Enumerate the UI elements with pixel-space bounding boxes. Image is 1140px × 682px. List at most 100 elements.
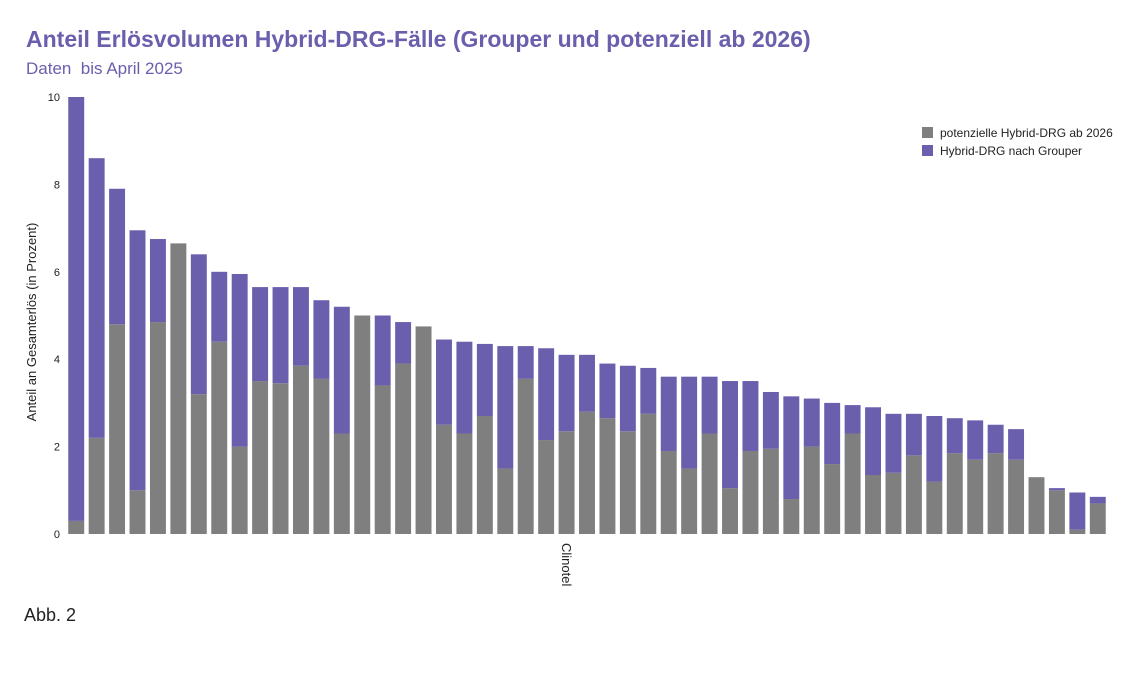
bar-segment-potenzielle bbox=[190, 394, 207, 534]
bar-segment-grouper bbox=[701, 376, 718, 434]
bar-segment-potenzielle bbox=[129, 490, 146, 534]
y-axis: 0 2 4 6 8 10 bbox=[48, 92, 60, 541]
bar-segment-potenzielle bbox=[824, 464, 841, 534]
legend: potenzielle Hybrid-DRG ab 2026 Hybrid-DR… bbox=[922, 126, 1113, 158]
bar-segment-potenzielle bbox=[803, 446, 820, 534]
bar-segment-grouper bbox=[1089, 496, 1106, 504]
bar-segment-grouper bbox=[905, 413, 922, 456]
y-tick-label: 6 bbox=[54, 267, 60, 279]
bar-segment-grouper bbox=[272, 287, 289, 384]
bar-segment-potenzielle bbox=[211, 341, 228, 534]
bar-segment-grouper bbox=[681, 376, 698, 469]
bar-segment-grouper bbox=[844, 405, 861, 434]
x-axis-label: Clinotel bbox=[559, 543, 574, 586]
bar-segment-potenzielle bbox=[415, 326, 432, 534]
bar-segment-potenzielle bbox=[272, 383, 289, 534]
bar-segment-grouper bbox=[190, 254, 207, 395]
bar-segment-grouper bbox=[292, 287, 309, 366]
bar-segment-grouper bbox=[1048, 488, 1065, 491]
bar-segment-potenzielle bbox=[231, 446, 248, 534]
bar-segment-potenzielle bbox=[619, 431, 636, 534]
bar-segment-potenzielle bbox=[1069, 529, 1086, 534]
bar-segment-potenzielle bbox=[88, 437, 105, 534]
bar-segment-potenzielle bbox=[395, 363, 412, 534]
bar-segment-potenzielle bbox=[905, 455, 922, 534]
bar-segment-grouper bbox=[436, 339, 452, 425]
bar-segment-grouper bbox=[599, 363, 616, 419]
bar-segment-grouper bbox=[803, 398, 820, 447]
legend-label-grouper: Hybrid-DRG nach Grouper bbox=[940, 144, 1082, 158]
bar-segment-potenzielle bbox=[1008, 459, 1025, 534]
y-tick-label: 10 bbox=[48, 92, 60, 104]
bar-segment-grouper bbox=[252, 287, 269, 382]
bar-segment-potenzielle bbox=[701, 433, 718, 534]
bar-segment-grouper bbox=[946, 418, 963, 454]
bar-segment-potenzielle bbox=[844, 433, 861, 534]
bar-segment-grouper bbox=[660, 376, 677, 451]
bar-segment-grouper bbox=[374, 315, 391, 386]
bar-segment-potenzielle bbox=[456, 433, 473, 534]
bar-segment-potenzielle bbox=[292, 365, 309, 534]
bar-segment-grouper bbox=[558, 354, 575, 432]
bar-segment-grouper bbox=[149, 239, 166, 323]
bar-segment-potenzielle bbox=[1089, 503, 1106, 534]
bar-segment-potenzielle bbox=[68, 520, 85, 534]
bar-segment-potenzielle bbox=[1048, 490, 1065, 534]
bars bbox=[68, 97, 1106, 534]
bar-segment-grouper bbox=[497, 346, 514, 469]
bar-segment-potenzielle bbox=[149, 322, 166, 534]
bar-segment-potenzielle bbox=[783, 499, 800, 534]
bar-segment-grouper bbox=[517, 346, 534, 379]
figure-caption: Abb. 2 bbox=[24, 605, 77, 625]
bar-segment-grouper bbox=[109, 188, 126, 325]
bar-segment-potenzielle bbox=[374, 385, 391, 534]
bar-segment-potenzielle bbox=[333, 433, 350, 534]
y-tick-label: 8 bbox=[54, 179, 60, 191]
bar-segment-grouper bbox=[1008, 429, 1025, 460]
y-tick-label: 2 bbox=[54, 442, 60, 454]
bar-segment-grouper bbox=[742, 381, 759, 451]
bar-segment-grouper bbox=[865, 407, 882, 476]
bar-segment-grouper bbox=[68, 97, 85, 521]
bar-segment-potenzielle bbox=[538, 440, 555, 534]
bar-segment-grouper bbox=[476, 343, 493, 417]
bar-segment-grouper bbox=[1069, 492, 1086, 530]
chart-subtitle: Daten bis April 2025 bbox=[26, 59, 183, 78]
bar-segment-potenzielle bbox=[252, 381, 269, 534]
bar-segment-grouper bbox=[987, 424, 1004, 454]
bar-segment-grouper bbox=[885, 413, 902, 473]
bar-segment-potenzielle bbox=[558, 431, 575, 534]
bar-segment-grouper bbox=[926, 416, 943, 482]
bar-segment-grouper bbox=[231, 273, 248, 447]
bar-segment-grouper bbox=[333, 306, 350, 434]
bar-segment-grouper bbox=[762, 391, 779, 449]
bar-segment-potenzielle bbox=[1028, 477, 1045, 534]
bar-segment-potenzielle bbox=[660, 450, 677, 534]
bar-segment-potenzielle bbox=[967, 459, 984, 534]
bar-segment-grouper bbox=[579, 354, 595, 412]
bar-segment-grouper bbox=[395, 322, 412, 364]
bar-segment-potenzielle bbox=[865, 475, 882, 534]
bar-segment-potenzielle bbox=[313, 378, 330, 534]
legend-swatch-grouper bbox=[922, 145, 933, 156]
bar-segment-potenzielle bbox=[926, 481, 943, 534]
bar-segment-grouper bbox=[722, 381, 738, 489]
bar-segment-potenzielle bbox=[170, 243, 187, 534]
bar-segment-grouper bbox=[211, 271, 228, 342]
bar-segment-potenzielle bbox=[681, 468, 698, 534]
bar-segment-grouper bbox=[456, 341, 473, 434]
bar-segment-potenzielle bbox=[354, 315, 371, 534]
y-axis-label: Anteil an Gesamterlös (in Prozent) bbox=[24, 223, 39, 422]
bar-segment-potenzielle bbox=[599, 418, 616, 534]
bar-segment-potenzielle bbox=[517, 378, 534, 534]
bar-segment-potenzielle bbox=[640, 413, 657, 534]
bar-segment-potenzielle bbox=[946, 453, 963, 534]
bar-segment-grouper bbox=[88, 158, 105, 438]
stacked-bar-chart: 0 2 4 6 8 10 Anteil an Gesamterlös (in Prozen… bbox=[24, 92, 1113, 586]
bar-segment-potenzielle bbox=[987, 453, 1004, 534]
bar-segment-grouper bbox=[783, 396, 800, 500]
chart-title: Anteil Erlösvolumen Hybrid-DRG-Fälle (Gr… bbox=[26, 26, 811, 52]
legend-swatch-potenzielle bbox=[922, 127, 933, 138]
bar-segment-potenzielle bbox=[436, 424, 452, 534]
bar-segment-grouper bbox=[967, 420, 984, 460]
